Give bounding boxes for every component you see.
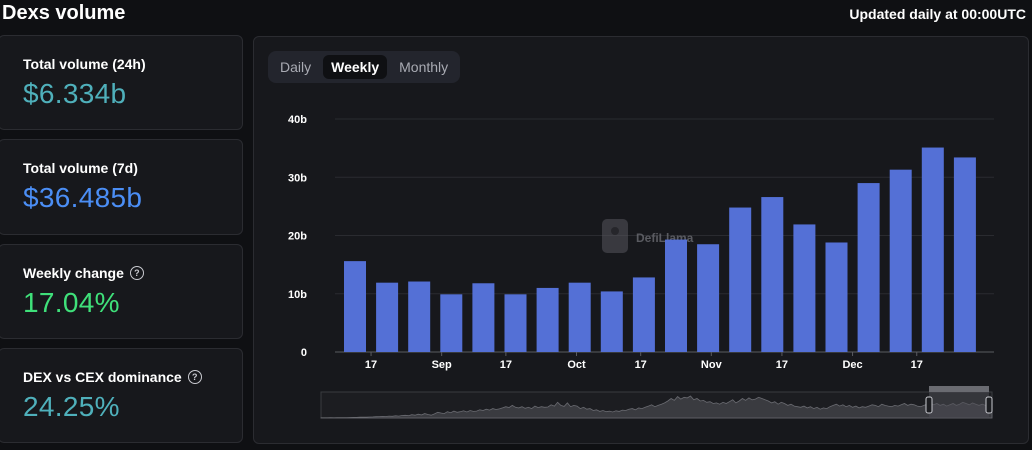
watermark-logo-eye: [611, 227, 619, 235]
overview-slider[interactable]: [320, 386, 993, 419]
overview-selection-bar[interactable]: [929, 386, 989, 392]
x-tick-label: 17: [776, 359, 788, 371]
stat-value-dex-cex-dominance: 24.25%: [23, 391, 120, 422]
bar[interactable]: [568, 282, 591, 352]
stat-value-volume-24h: $6.334b: [23, 78, 127, 109]
bar[interactable]: [793, 224, 816, 352]
stat-value-weekly-change: 17.04%: [23, 287, 120, 318]
overview-handle[interactable]: [925, 396, 933, 414]
toggle-monthly[interactable]: Monthly: [391, 55, 456, 79]
bar[interactable]: [889, 169, 912, 352]
bar[interactable]: [729, 207, 752, 352]
y-tick-label: 10b: [288, 289, 307, 301]
bar[interactable]: [761, 197, 784, 352]
help-icon[interactable]: ?: [129, 266, 144, 280]
y-tick-label: 0: [301, 347, 307, 359]
bar[interactable]: [536, 287, 559, 352]
bar[interactable]: [825, 242, 848, 352]
x-tick-label: 17: [365, 359, 377, 371]
x-tick-label: Oct: [567, 359, 586, 371]
bar[interactable]: [632, 277, 655, 352]
stat-card-volume-24h: Total volume (24h) $6.334b: [0, 35, 243, 130]
bar[interactable]: [921, 147, 944, 352]
x-tick-label: 17: [500, 359, 512, 371]
stat-card-dex-cex-dominance: DEX vs CEX dominance ? 24.25%: [0, 348, 243, 443]
x-tick-label: Sep: [432, 359, 452, 371]
watermark-logo-icon: [602, 219, 628, 253]
y-tick-label: 20b: [288, 231, 307, 243]
bar[interactable]: [408, 281, 431, 352]
bar[interactable]: [857, 183, 880, 352]
stat-label-text: Total volume (24h): [23, 56, 146, 72]
bar[interactable]: [472, 283, 495, 352]
bar[interactable]: [344, 261, 366, 352]
stat-label-text: Weekly change: [23, 265, 124, 281]
x-tick-label: Nov: [701, 359, 723, 371]
bar[interactable]: [440, 294, 463, 352]
toggle-weekly[interactable]: Weekly: [323, 55, 388, 79]
bar[interactable]: [697, 244, 720, 352]
stat-label-dex-cex-dominance: DEX vs CEX dominance ?: [23, 369, 242, 385]
bar[interactable]: [665, 239, 687, 352]
overview-handle[interactable]: [985, 396, 993, 414]
y-tick-label: 30b: [288, 172, 307, 184]
stat-card-weekly-change: Weekly change ? 17.04%: [0, 244, 243, 339]
period-toggle-group: Daily Weekly Monthly: [268, 51, 461, 83]
overview-area: [320, 395, 993, 419]
chart-panel: Daily Weekly Monthly 0 10b 20b 30b 40b DefiL…: [253, 36, 1029, 444]
x-tick-label: 17: [911, 359, 923, 371]
bar[interactable]: [600, 291, 623, 352]
updated-note: Updated daily at 00:00UTC: [849, 6, 1026, 22]
help-icon[interactable]: ?: [187, 370, 202, 384]
stat-label-volume-7d: Total volume (7d): [23, 160, 242, 176]
bar[interactable]: [376, 282, 399, 352]
x-tick-label: 17: [635, 359, 647, 371]
bar[interactable]: [953, 157, 976, 352]
bar[interactable]: [504, 294, 527, 352]
page-title: Dexs volume: [2, 2, 126, 24]
stat-label-weekly-change: Weekly change ?: [23, 265, 242, 281]
overview-selection[interactable]: [929, 392, 989, 418]
stat-value-volume-7d: $36.485b: [23, 182, 143, 213]
stat-label-text: DEX vs CEX dominance: [23, 369, 182, 385]
toggle-daily[interactable]: Daily: [272, 55, 319, 79]
stat-label-volume-24h: Total volume (24h): [23, 56, 242, 72]
stat-label-text: Total volume (7d): [23, 160, 138, 176]
stat-card-volume-7d: Total volume (7d) $36.485b: [0, 139, 243, 235]
x-tick-label: Dec: [842, 359, 862, 371]
y-tick-label: 40b: [288, 114, 307, 126]
